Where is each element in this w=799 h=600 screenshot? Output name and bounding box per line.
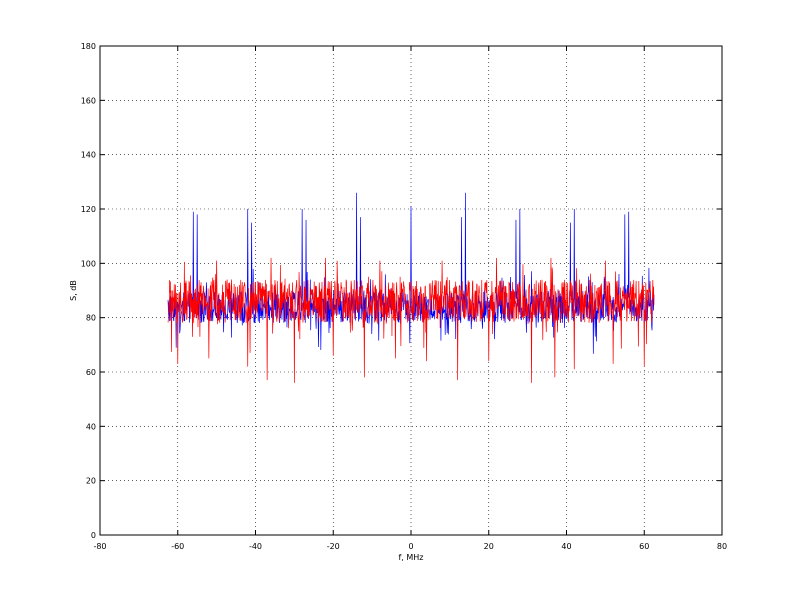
- y-tick-label: 80: [86, 314, 96, 323]
- x-tick-label: -40: [249, 542, 262, 551]
- x-tick-label: -20: [327, 542, 340, 551]
- axis-ticks: -80 -60 -40 -20 0 20 40 60 80 0 20 40 60 80 100 120 140 1…: [81, 42, 727, 551]
- x-tick-label: 40: [561, 542, 571, 551]
- y-tick-label: 140: [81, 151, 96, 160]
- series-layer: [167, 192, 655, 383]
- series-line-2: [167, 257, 655, 383]
- y-tick-label: 160: [81, 96, 96, 105]
- y-tick-label: 20: [86, 477, 96, 486]
- x-tick-label: 80: [717, 542, 727, 551]
- x-tick-label: 60: [639, 542, 649, 551]
- x-tick-label: 0: [408, 542, 413, 551]
- y-tick-label: 180: [81, 42, 96, 51]
- x-axis-label: f, MHz: [398, 553, 423, 562]
- y-tick-label: 100: [81, 259, 96, 268]
- y-tick-label: 40: [86, 422, 96, 431]
- y-axis-label: S, dB: [69, 280, 78, 301]
- x-tick-label: 20: [484, 542, 494, 551]
- x-tick-label: -80: [93, 542, 106, 551]
- y-tick-label: 0: [91, 531, 96, 540]
- y-tick-label: 120: [81, 205, 96, 214]
- y-tick-label: 60: [86, 368, 96, 377]
- x-tick-label: -60: [171, 542, 184, 551]
